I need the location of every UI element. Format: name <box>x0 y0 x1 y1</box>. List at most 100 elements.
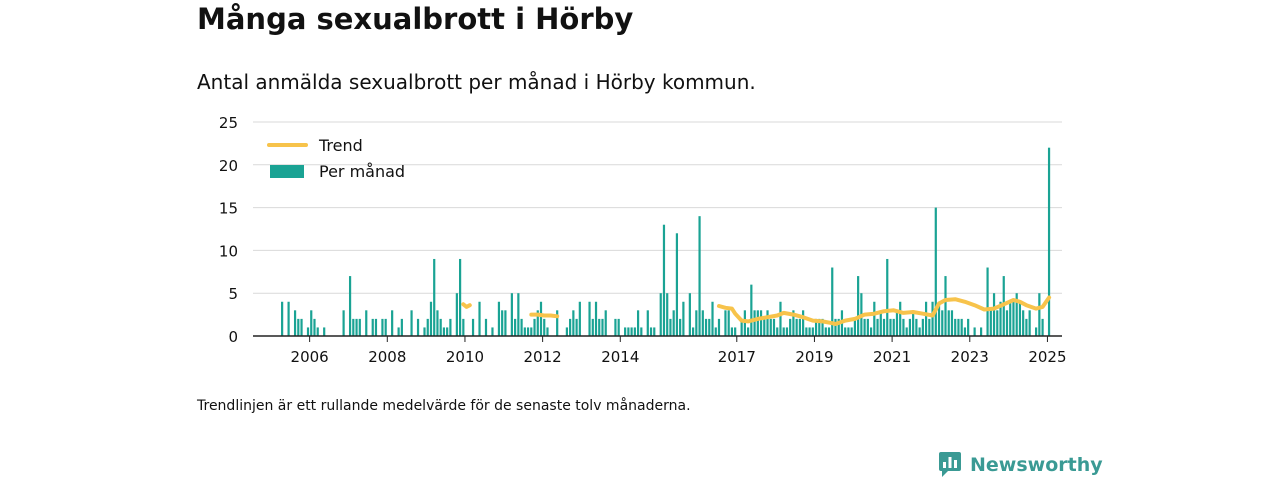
bar <box>857 276 860 336</box>
bar <box>517 293 520 336</box>
bar <box>776 327 779 336</box>
bar <box>979 327 983 336</box>
bar <box>352 318 355 336</box>
bar <box>501 310 504 336</box>
bar <box>636 310 640 336</box>
bar <box>533 318 536 336</box>
x-tick-label: 2014 <box>601 348 639 366</box>
bar <box>947 310 950 336</box>
bar <box>287 301 290 336</box>
bar <box>734 327 737 336</box>
bar <box>750 284 753 336</box>
bar <box>960 318 963 336</box>
bar <box>714 327 717 336</box>
bar <box>588 301 591 336</box>
bar <box>594 301 598 336</box>
bar <box>1028 310 1031 336</box>
y-tick-label: 0 <box>228 328 238 346</box>
y-tick-label: 5 <box>228 285 238 303</box>
bar <box>743 310 746 336</box>
bar <box>996 310 999 336</box>
bar <box>863 318 866 336</box>
chart-subtitle: Antal anmälda sexualbrott per månad i Hö… <box>197 70 756 94</box>
bar <box>478 301 481 336</box>
bar <box>374 318 378 336</box>
bar <box>802 310 805 336</box>
bar <box>624 327 627 336</box>
bar <box>818 318 821 336</box>
bar <box>536 310 539 336</box>
bar <box>316 327 319 336</box>
bar <box>633 327 636 336</box>
bar <box>892 318 895 336</box>
bar <box>756 310 759 336</box>
bar <box>1009 301 1012 336</box>
bar <box>747 327 750 336</box>
bar <box>866 318 869 336</box>
bar <box>886 258 889 336</box>
bar <box>646 310 649 336</box>
trend-line <box>461 302 472 309</box>
bar <box>759 310 763 336</box>
bar <box>989 310 992 336</box>
brand-logo: Newsworthy <box>938 451 1103 478</box>
newsworthy-logo-icon <box>939 452 961 477</box>
bar <box>439 318 442 336</box>
bar <box>963 327 967 336</box>
legend-trend-label: Trend <box>318 136 363 155</box>
bar <box>410 310 413 336</box>
x-tick-label: 2006 <box>291 348 329 366</box>
bar <box>569 318 572 336</box>
bar <box>397 327 400 336</box>
legend: Trend Per månad <box>267 136 405 181</box>
bar <box>423 327 426 336</box>
bar <box>449 318 452 336</box>
bar <box>811 327 814 336</box>
bar <box>931 301 934 336</box>
bar <box>992 293 996 336</box>
bar <box>915 318 918 336</box>
bar <box>950 310 954 336</box>
bar <box>782 327 785 336</box>
bar <box>471 318 475 336</box>
bar <box>873 301 876 336</box>
x-tick-label: 2010 <box>446 348 484 366</box>
bar-series <box>281 147 1051 336</box>
bar <box>627 327 630 336</box>
trend-line <box>529 312 560 319</box>
bar <box>653 327 656 336</box>
bar <box>779 301 782 336</box>
bar <box>578 301 581 336</box>
bar <box>727 310 730 336</box>
bar <box>937 301 941 336</box>
bar <box>708 318 711 336</box>
bar <box>297 318 300 336</box>
footnote: Trendlinjen är ett rullande medelvärde f… <box>197 398 691 414</box>
bar <box>1025 318 1028 336</box>
x-tick-label: 2025 <box>1028 348 1066 366</box>
bar <box>821 318 824 336</box>
bar <box>808 327 811 336</box>
bar <box>795 318 798 336</box>
trend-series <box>461 295 1052 326</box>
bar <box>591 318 594 336</box>
chart-title: Många sexualbrott i Hörby <box>197 2 634 36</box>
bar <box>740 318 743 336</box>
bar <box>510 293 513 336</box>
bar <box>630 327 633 336</box>
bar <box>601 318 604 336</box>
bar <box>355 318 358 336</box>
bar <box>484 318 488 336</box>
bar <box>876 318 879 336</box>
bar <box>565 327 568 336</box>
bar <box>853 318 856 336</box>
bar <box>954 318 957 336</box>
bar <box>281 301 284 336</box>
bar <box>1015 293 1018 336</box>
bar <box>526 327 530 336</box>
bar <box>575 318 578 336</box>
bar <box>753 310 756 336</box>
bar <box>908 318 912 336</box>
bar <box>785 327 789 336</box>
